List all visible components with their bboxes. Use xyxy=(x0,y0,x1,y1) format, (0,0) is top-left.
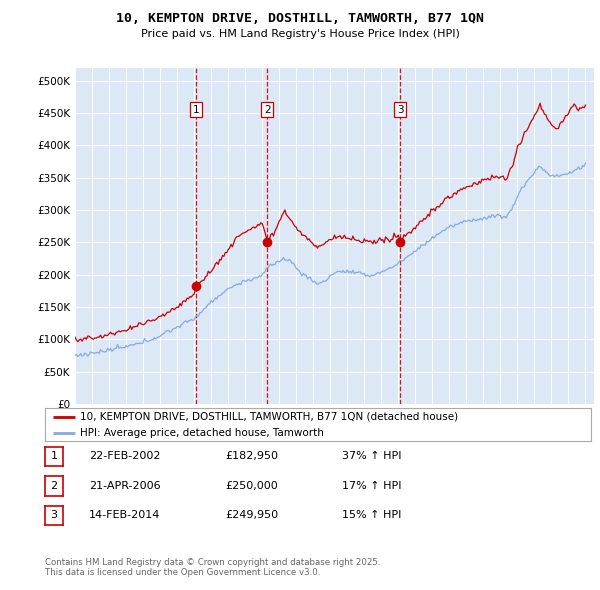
Text: Contains HM Land Registry data © Crown copyright and database right 2025.
This d: Contains HM Land Registry data © Crown c… xyxy=(45,558,380,577)
Text: £250,000: £250,000 xyxy=(225,481,278,490)
Text: Price paid vs. HM Land Registry's House Price Index (HPI): Price paid vs. HM Land Registry's House … xyxy=(140,30,460,39)
Text: 1: 1 xyxy=(193,105,200,115)
Text: 2: 2 xyxy=(50,481,58,491)
Text: 3: 3 xyxy=(397,105,404,115)
Text: 21-APR-2006: 21-APR-2006 xyxy=(89,481,160,490)
Text: 15% ↑ HPI: 15% ↑ HPI xyxy=(342,510,401,520)
Text: £182,950: £182,950 xyxy=(225,451,278,461)
Text: HPI: Average price, detached house, Tamworth: HPI: Average price, detached house, Tamw… xyxy=(80,428,325,438)
Text: 14-FEB-2014: 14-FEB-2014 xyxy=(89,510,160,520)
Text: 17% ↑ HPI: 17% ↑ HPI xyxy=(342,481,401,490)
Text: 22-FEB-2002: 22-FEB-2002 xyxy=(89,451,160,461)
Text: 1: 1 xyxy=(50,451,58,461)
Text: 3: 3 xyxy=(50,510,58,520)
Text: 10, KEMPTON DRIVE, DOSTHILL, TAMWORTH, B77 1QN: 10, KEMPTON DRIVE, DOSTHILL, TAMWORTH, B… xyxy=(116,12,484,25)
Text: 10, KEMPTON DRIVE, DOSTHILL, TAMWORTH, B77 1QN (detached house): 10, KEMPTON DRIVE, DOSTHILL, TAMWORTH, B… xyxy=(80,412,458,422)
Text: £249,950: £249,950 xyxy=(225,510,278,520)
Text: 37% ↑ HPI: 37% ↑ HPI xyxy=(342,451,401,461)
Text: 2: 2 xyxy=(264,105,271,115)
